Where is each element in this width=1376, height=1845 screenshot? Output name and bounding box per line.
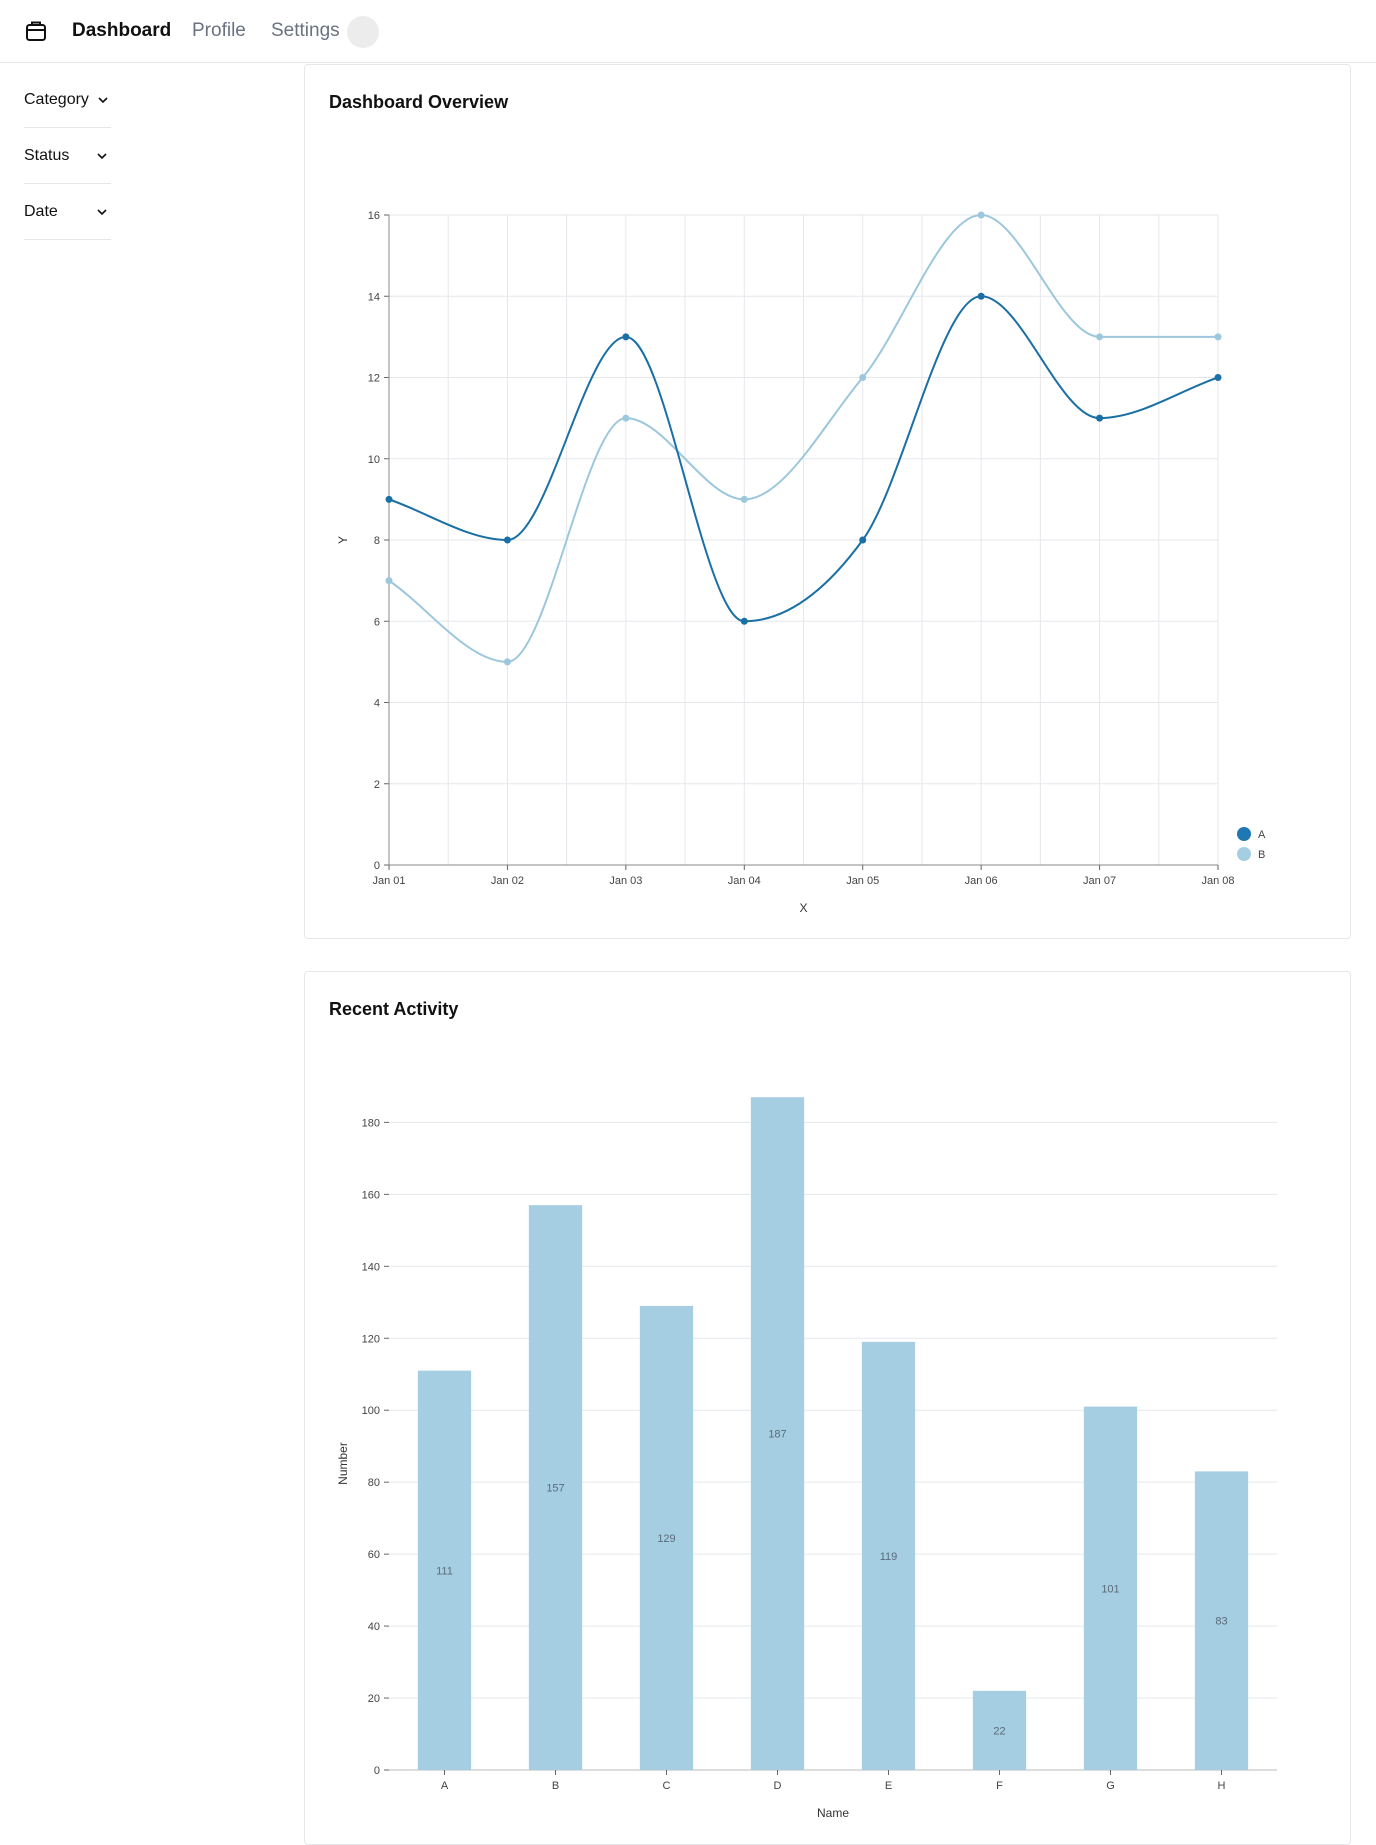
y-tick-label: 14 [368, 291, 380, 303]
bar-b [528, 1205, 583, 1770]
series-b-point [1214, 333, 1222, 341]
filter-status-label: Status [24, 147, 70, 164]
y-tick-label: 160 [362, 1189, 380, 1201]
line-chart-title: Dashboard Overview [329, 92, 509, 112]
x-tick-label: D [774, 1780, 782, 1792]
line-chart: 0 2 4 6 8 10 12 14 16 Jan 01 Jan 02 Jan 03 Jan 04 Jan… [336, 210, 1266, 915]
y-tick-label: 4 [374, 698, 380, 710]
y-tick-label: 80 [368, 1477, 380, 1489]
bar-value-label: 129 [657, 1533, 675, 1545]
x-tick-label: B [552, 1780, 559, 1792]
x-tick-label: Jan 08 [1201, 875, 1234, 887]
legend-label-a: A [1258, 829, 1266, 841]
y-tick-label: 120 [362, 1333, 380, 1345]
legend-label-b: B [1258, 849, 1265, 861]
series-b-point [859, 374, 867, 381]
x-tick-label: Jan 07 [1083, 875, 1116, 887]
bar-value-label: 101 [1101, 1583, 1119, 1595]
x-tick-label: Jan 03 [609, 875, 642, 887]
y-tick-label: 140 [362, 1261, 380, 1273]
y-axis-label: Y [336, 536, 350, 544]
series-a-line [388, 295, 1219, 623]
series-b-point [740, 495, 748, 503]
series-a-point [1214, 374, 1222, 381]
y-tick-label: 2 [374, 779, 380, 791]
bar-f [972, 1690, 1027, 1770]
recent-activity-card: Recent Activity 0 20 40 60 80 100 120 140 160 180… [304, 971, 1351, 1845]
x-tick-label: E [885, 1780, 892, 1792]
x-axis-label: Name [817, 1806, 849, 1820]
nav-profile[interactable]: Profile [192, 20, 246, 41]
y-tick-label: 20 [368, 1693, 380, 1705]
bar-a [417, 1370, 472, 1770]
x-tick-label: H [1218, 1780, 1226, 1792]
bar-g [1083, 1406, 1138, 1770]
x-axis-label: X [799, 901, 807, 915]
avatar[interactable] [347, 16, 379, 48]
filter-category-label: Category [24, 91, 89, 108]
bar-chart: 0 20 40 60 80 100 120 140 160 180 111 A 157 B 129 C 187 D… [336, 1097, 1277, 1820]
bar-value-label: 111 [436, 1565, 453, 1577]
series-b-line [388, 213, 1218, 663]
logo-icon[interactable] [24, 19, 48, 43]
y-tick-label: 0 [374, 1765, 380, 1777]
legend-swatch-a [1237, 827, 1251, 841]
x-tick-label: G [1106, 1780, 1115, 1792]
series-a-point [859, 536, 867, 544]
y-tick-label: 60 [368, 1549, 380, 1561]
series-a-point [622, 333, 630, 341]
y-tick-label: 10 [368, 454, 380, 466]
series-a-point [977, 292, 985, 300]
dashboard-overview-card: Dashboard Overview 0 2 4 6 8 10 12 14 16 Jan 01 Ja… [304, 64, 1351, 939]
bar-chart-title: Recent Activity [329, 999, 459, 1019]
series-a-point [740, 617, 748, 625]
x-tick-label: A [441, 1780, 449, 1792]
bar-value-label: 119 [880, 1551, 898, 1563]
y-tick-label: 12 [368, 373, 380, 385]
y-tick-label: 40 [368, 1621, 380, 1633]
y-tick-label: 8 [374, 535, 380, 547]
y-tick-label: 100 [362, 1405, 380, 1417]
filter-date-label: Date [24, 203, 58, 220]
nav-settings[interactable]: Settings [271, 20, 340, 41]
bar-value-label: 83 [1215, 1616, 1227, 1628]
series-a-point [503, 536, 511, 544]
legend-swatch-b [1237, 847, 1251, 861]
filter-sidebar: Category Status Date [24, 72, 111, 240]
x-tick-label: F [996, 1780, 1003, 1792]
filter-status[interactable]: Status [24, 128, 111, 184]
y-tick-label: 0 [374, 860, 380, 872]
series-b-point [503, 658, 511, 666]
filter-category[interactable]: Category [24, 72, 111, 128]
nav-dashboard[interactable]: Dashboard [72, 20, 172, 41]
filter-date[interactable]: Date [24, 184, 111, 240]
bar-value-label: 187 [768, 1429, 786, 1441]
series-b-point [1096, 333, 1104, 341]
x-tick-label: Jan 04 [728, 875, 761, 887]
series-a-point [1096, 414, 1104, 422]
series-b-point [977, 211, 985, 219]
chevron-down-icon [98, 97, 108, 104]
bar-c [639, 1305, 694, 1770]
y-tick-label: 16 [368, 210, 380, 222]
bar-d [750, 1097, 805, 1770]
x-tick-label: Jan 05 [846, 875, 879, 887]
y-tick-label: 6 [374, 616, 380, 628]
top-navbar: Dashboard Profile Settings [0, 0, 1376, 63]
series-b-point [622, 414, 630, 422]
chevron-down-icon [97, 209, 107, 216]
x-tick-label: C [663, 1780, 671, 1792]
bar-value-label: 22 [993, 1725, 1005, 1737]
bar-e [861, 1341, 916, 1770]
y-tick-label: 180 [362, 1117, 380, 1129]
series-b-point [385, 577, 393, 585]
bar-h [1194, 1471, 1249, 1770]
x-tick-label: Jan 02 [491, 875, 524, 887]
chevron-down-icon [97, 153, 107, 160]
bar-value-label: 157 [546, 1483, 564, 1495]
x-tick-label: Jan 06 [965, 875, 998, 887]
series-a-point [385, 495, 393, 503]
x-tick-label: Jan 01 [372, 875, 405, 887]
y-axis-label: Number [336, 1442, 350, 1485]
